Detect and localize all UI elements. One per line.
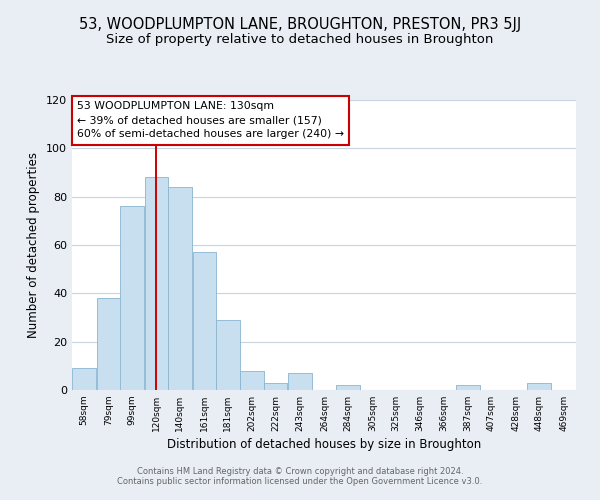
Bar (193, 252, 216, 390)
Bar (168, 187, 192, 390)
Text: Contains HM Land Registry data © Crown copyright and database right 2024.: Contains HM Land Registry data © Crown c… (137, 467, 463, 476)
Text: 53 WOODPLUMPTON LANE: 130sqm
← 39% of detached houses are smaller (157)
60% of s: 53 WOODPLUMPTON LANE: 130sqm ← 39% of de… (77, 102, 344, 140)
Bar (120, 206, 144, 390)
Bar (456, 385, 480, 390)
Text: Contains public sector information licensed under the Open Government Licence v3: Contains public sector information licen… (118, 477, 482, 486)
Bar (336, 385, 360, 390)
Bar (145, 178, 169, 390)
Bar (73, 368, 96, 390)
Text: Size of property relative to detached houses in Broughton: Size of property relative to detached ho… (106, 32, 494, 46)
Bar (527, 383, 551, 390)
X-axis label: Distribution of detached houses by size in Broughton: Distribution of detached houses by size … (167, 438, 481, 451)
Bar (264, 383, 287, 390)
Bar (288, 373, 312, 390)
Bar (241, 370, 264, 390)
Y-axis label: Number of detached properties: Number of detached properties (28, 152, 40, 338)
Bar (216, 320, 239, 390)
Bar (97, 298, 121, 390)
Text: 53, WOODPLUMPTON LANE, BROUGHTON, PRESTON, PR3 5JJ: 53, WOODPLUMPTON LANE, BROUGHTON, PRESTO… (79, 18, 521, 32)
